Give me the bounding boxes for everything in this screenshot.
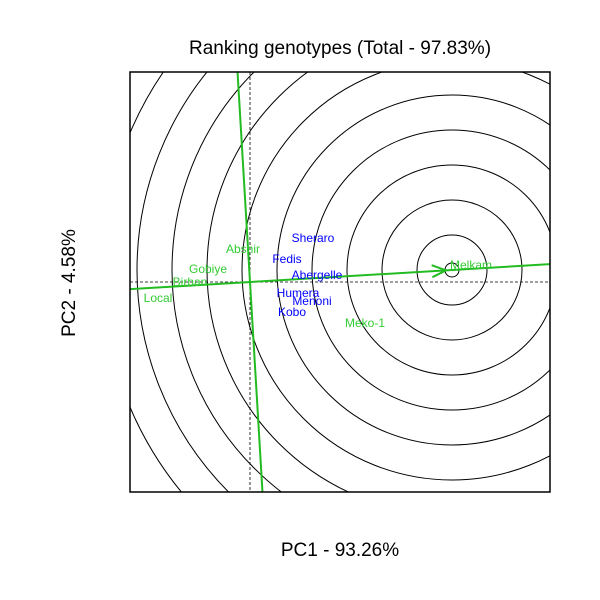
concentric-circle <box>311 129 550 411</box>
environment-label: Birhan <box>173 275 208 289</box>
genotype-label: Abergelle <box>292 268 343 282</box>
concentric-circle <box>171 72 283 492</box>
concentric-circle <box>346 164 550 376</box>
genotype-label: Humera <box>277 286 320 300</box>
arrow-icon <box>431 264 449 279</box>
concentric-circle <box>241 72 550 481</box>
plot-border <box>129 71 551 493</box>
environment-label: Melkam <box>450 258 492 272</box>
genotype-label: Fedis <box>272 252 301 266</box>
genotype-label: Kobo <box>278 305 306 319</box>
x-axis-label: PC1 - 93.26% <box>280 540 400 561</box>
environment-label: Gobiye <box>189 262 227 276</box>
concentric-circle <box>136 72 230 492</box>
environment-label: Abshir <box>226 242 260 256</box>
genotype-label: Sheraro <box>292 231 335 245</box>
concentric-circle <box>206 72 350 492</box>
environment-label: Local <box>144 291 173 305</box>
aec-ordinate-line <box>236 72 264 492</box>
concentric-circle <box>381 199 523 341</box>
chart-title: Ranking genotypes (Total - 97.83%) <box>188 38 492 59</box>
genotype-label: Menoni <box>292 294 331 308</box>
environment-label: Meko-1 <box>345 316 385 330</box>
y-axis-label: PC2 - 4.58% <box>59 229 80 337</box>
concentric-circle <box>276 94 550 446</box>
average-environment-axis <box>130 263 550 291</box>
concentric-circle <box>416 234 488 306</box>
